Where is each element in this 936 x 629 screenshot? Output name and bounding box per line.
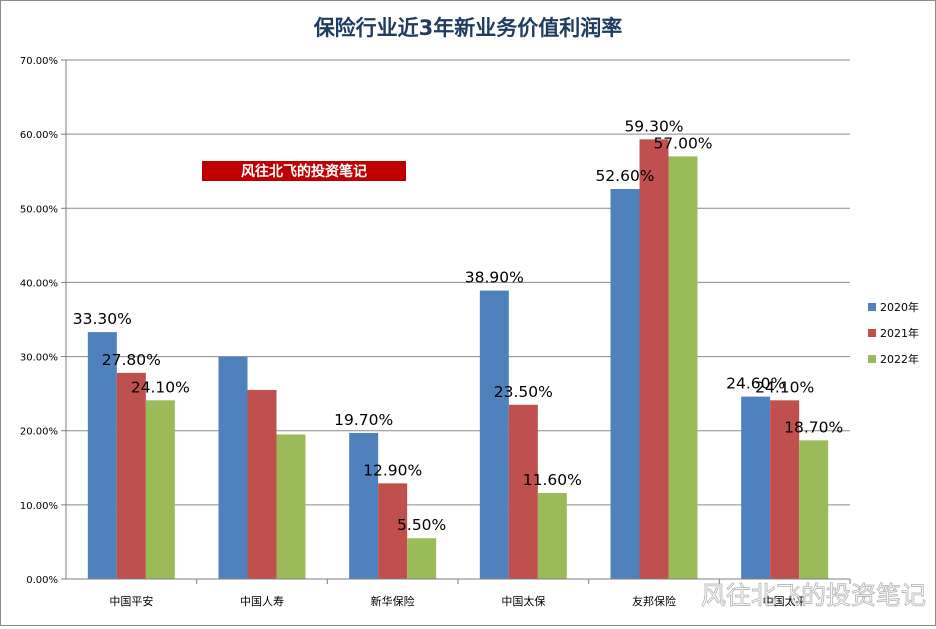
data-label: 19.70% bbox=[334, 411, 393, 429]
data-label: 23.50% bbox=[494, 383, 553, 401]
data-label: 57.00% bbox=[653, 134, 712, 152]
bars bbox=[87, 139, 829, 579]
bar bbox=[378, 483, 408, 579]
bar bbox=[668, 156, 698, 579]
bar bbox=[799, 440, 829, 579]
data-label: 24.10% bbox=[755, 378, 814, 396]
bar bbox=[276, 434, 306, 579]
data-label: 52.60% bbox=[595, 167, 654, 185]
x-tick-label: 新华保险 bbox=[371, 594, 415, 608]
legend-swatch bbox=[868, 303, 876, 311]
data-label: 24.60% bbox=[726, 375, 785, 393]
bar bbox=[145, 400, 175, 579]
bar bbox=[508, 404, 538, 579]
data-label: 24.10% bbox=[131, 378, 190, 396]
y-tick-label: 50.00% bbox=[20, 204, 58, 215]
legend-label: 2022年 bbox=[880, 352, 919, 366]
data-label: 59.30% bbox=[624, 117, 683, 135]
data-label: 38.90% bbox=[465, 269, 524, 287]
legend-label: 2020年 bbox=[880, 300, 919, 314]
data-label: 27.80% bbox=[102, 351, 161, 369]
bar bbox=[247, 389, 277, 579]
banner-text: 风往北飞的投资笔记 bbox=[241, 163, 367, 180]
x-axis-ticks: 中国平安 中国人寿 新华保险 中国太保 友邦保险 中国太平 bbox=[109, 579, 851, 608]
legend: 2020年 2021年 2022年 bbox=[868, 300, 919, 366]
bar bbox=[537, 492, 567, 579]
y-axis-ticks: 0.00% 10.00% 20.00% 30.00% 40.00% 50.00% 60.00… bbox=[20, 56, 58, 586]
data-label: 18.70% bbox=[784, 418, 843, 436]
bar bbox=[610, 189, 640, 579]
banner: 风往北飞的投资笔记 bbox=[202, 161, 406, 181]
legend-swatch bbox=[868, 355, 876, 363]
watermark: 风往北飞的投资笔记 bbox=[701, 581, 926, 610]
data-label: 11.60% bbox=[523, 471, 582, 489]
axes bbox=[65, 60, 850, 580]
data-label: 33.30% bbox=[73, 310, 132, 328]
banner-background bbox=[202, 161, 406, 181]
legend-swatch bbox=[868, 329, 876, 337]
x-tick-label: 中国人寿 bbox=[240, 594, 284, 608]
y-tick-label: 40.00% bbox=[20, 278, 58, 289]
legend-label: 2021年 bbox=[880, 326, 919, 340]
data-label: 5.50% bbox=[397, 516, 446, 534]
bar bbox=[218, 356, 248, 579]
x-tick-label: 中国平安 bbox=[109, 594, 153, 608]
bar bbox=[349, 432, 379, 579]
bar bbox=[479, 290, 509, 579]
bar bbox=[770, 400, 800, 579]
y-tick-label: 60.00% bbox=[20, 130, 58, 141]
y-tick-label: 70.00% bbox=[20, 56, 58, 67]
bar bbox=[87, 332, 117, 579]
y-tick-label: 30.00% bbox=[20, 353, 58, 364]
bar bbox=[639, 139, 669, 579]
chart-title: 保险行业近3年新业务价值利润率 bbox=[313, 16, 623, 40]
bar bbox=[741, 396, 771, 579]
data-labels: 33.30% 27.80% 24.10% 19.70% 12.90% 5.50% 38.90… bbox=[73, 117, 843, 534]
x-tick-label: 中国太保 bbox=[501, 594, 545, 608]
bar bbox=[116, 372, 146, 579]
data-label: 12.90% bbox=[363, 461, 422, 479]
y-tick-label: 10.00% bbox=[20, 501, 58, 512]
bar bbox=[407, 538, 437, 579]
y-tick-label: 0.00% bbox=[26, 575, 58, 586]
x-tick-label: 友邦保险 bbox=[632, 594, 676, 608]
x-tick-label: 中国太平 bbox=[763, 595, 807, 608]
gridlines bbox=[61, 59, 850, 580]
y-tick-label: 20.00% bbox=[20, 427, 58, 438]
